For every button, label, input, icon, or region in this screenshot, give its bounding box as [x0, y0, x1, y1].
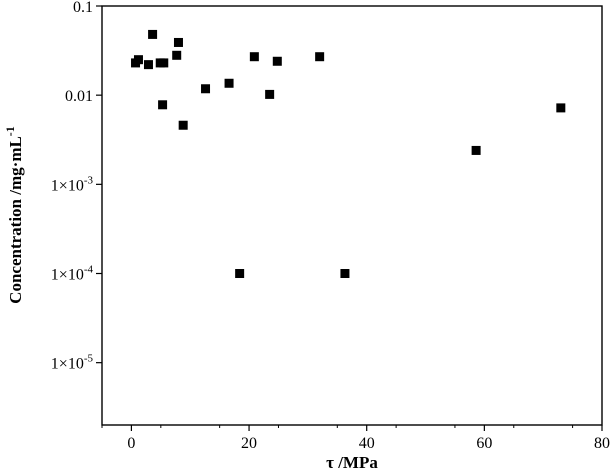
y-axis: 0.10.011×10-31×10-41×10-5 [51, 0, 102, 373]
data-point [173, 37, 183, 47]
data-point [172, 50, 182, 60]
data-point [315, 52, 325, 62]
data-point [178, 120, 188, 130]
data-point [158, 100, 168, 110]
x-tick-label: 20 [241, 435, 257, 452]
y-tick-mantissa: 1×10 [51, 356, 84, 373]
y-axis-label: Concentration /mg·mL-1 [3, 126, 25, 304]
x-axis-label: τ /MPa [326, 453, 378, 471]
y-tick-exponent: -3 [84, 174, 94, 186]
y-tick-exponent: -4 [84, 264, 94, 276]
data-point [133, 55, 143, 65]
y-tick-label: 0.01 [65, 88, 93, 105]
data-point [224, 78, 234, 88]
x-tick-label: 40 [359, 435, 375, 452]
y-tick-mantissa: 1×10 [51, 267, 84, 284]
data-point [235, 269, 245, 279]
x-axis: 0 20 40 60 80 [101, 425, 610, 452]
y-tick-label: 1×10-5 [51, 353, 94, 373]
data-point [143, 60, 153, 70]
y-tick-label: 0.1 [73, 0, 93, 16]
y-axis-label-text: Concentration /mg·mL [6, 136, 25, 304]
data-points [131, 29, 566, 279]
data-point [556, 103, 566, 113]
data-point [148, 29, 158, 39]
x-tick-label: 60 [476, 435, 492, 452]
data-point [272, 56, 282, 66]
y-tick-label: 1×10-4 [51, 264, 94, 284]
data-point [265, 89, 275, 99]
y-tick-label: 1×10-3 [51, 174, 94, 194]
x-tick-label: 0 [127, 435, 135, 452]
plot-frame [101, 5, 603, 426]
data-point [159, 58, 169, 68]
y-axis-label-superscript: -1 [3, 126, 17, 136]
data-point [249, 52, 259, 62]
data-point [201, 84, 211, 94]
y-tick-mantissa: 1×10 [51, 177, 84, 194]
x-tick-label: 80 [594, 435, 610, 452]
y-tick-exponent: -5 [84, 353, 94, 365]
data-point [340, 269, 350, 279]
data-point [471, 145, 481, 155]
